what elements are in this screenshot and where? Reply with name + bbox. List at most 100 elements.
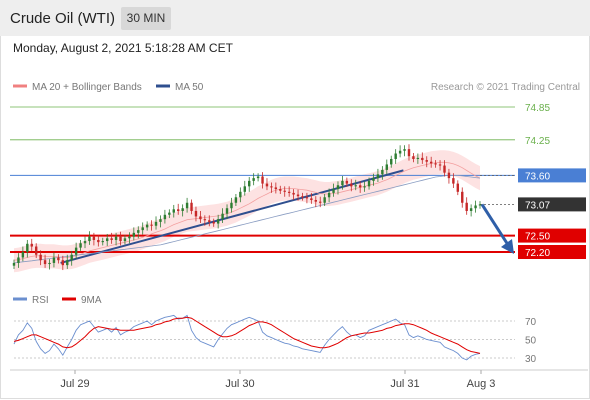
candle-body [132,232,136,237]
candle-body [105,238,109,242]
candle-body [434,163,437,165]
level-label-73.07: 73.07 [525,200,550,211]
candle-body [172,209,175,213]
candle-body [319,201,322,203]
candle-body [372,178,375,181]
level-label-72.50: 72.50 [525,232,550,243]
candle-body [261,176,264,184]
candle-body [381,169,384,175]
candle-body [74,247,78,255]
candle-body [141,227,144,231]
candle-body [274,187,278,190]
ma50-legend-label: MA 50 [175,82,204,93]
level-box-73.60 [518,168,586,183]
series-ma-20 [13,161,481,261]
candle-body [57,257,60,261]
candle-body [474,205,477,209]
candle-body [283,190,286,192]
candle-body [425,160,428,162]
candle-body [17,257,20,263]
candle-body [465,202,468,211]
level-box-72.50 [518,228,586,243]
series-ma-50 [13,175,481,264]
candle-body [265,183,269,187]
rsi-series-9ma [13,316,481,354]
level-box-72.20 [518,245,586,259]
candle-body [52,257,56,263]
candle-body [256,176,260,179]
candle-body [145,224,149,228]
candle-body [154,221,158,226]
candle-body [239,191,242,198]
instrument-title: Crude Oil (WTI) [10,10,115,27]
x-tick-label: Aug 3 [467,378,496,390]
candle-body [225,208,229,214]
candle-body [12,262,16,266]
candle-body [447,172,451,179]
ma9-legend-label: 9MA [81,295,102,306]
candle-body [97,239,100,243]
candle-body [270,186,273,188]
candle-body [350,183,353,187]
candle-body [70,254,73,261]
candle-body [478,204,482,206]
candle-body [310,198,313,201]
candle-body [252,178,255,181]
candle-body [181,208,184,211]
candle-body [398,150,402,154]
ma20-legend-label: MA 20 + Bollinger Bands [32,82,142,93]
candle-body [438,164,442,166]
candle-body [332,189,335,193]
candle-body [394,153,397,159]
candle-body [421,157,424,161]
candle-body [177,209,180,211]
candle-body [376,174,380,179]
candle-body [26,243,29,252]
candle-body [83,241,87,244]
timestamp: Monday, August 2, 2021 5:18:28 AM CET [13,41,233,55]
candle-body [354,185,357,187]
candle-body [150,224,153,226]
candle-body [79,243,82,248]
candle-body [407,149,411,157]
candle-body [429,161,433,164]
candle-body [194,210,198,217]
candle-body [221,213,224,220]
candle-body [92,236,96,240]
candle-body [30,243,33,247]
x-tick-label: Jul 29 [60,378,89,390]
timeframe-button[interactable]: 30 MIN [121,7,171,30]
level-box-73.07 [518,197,586,212]
candle-body [203,219,207,221]
projection-arrow-shaft [480,203,512,249]
candle-body [456,183,460,192]
projection-arrow-head [501,239,514,254]
candle-body [390,158,393,165]
ma20-legend-swatch [13,84,27,88]
rsi-tick-label: 70 [525,317,537,328]
candle-body [101,241,104,243]
candle-body [128,236,131,239]
candle-body [363,186,366,188]
candle-body [385,164,389,170]
ma9-legend-swatch [62,297,76,301]
level-label-74.25: 74.25 [525,136,550,147]
ma50-legend-swatch [156,84,170,88]
candle-body [279,189,282,191]
candle-body [137,230,140,233]
candle-body [212,221,215,224]
candle-body [48,262,51,265]
candle-body [341,180,344,186]
candle-body [234,197,238,203]
candle-body [243,186,246,192]
candle-body [119,236,122,242]
candle-body [292,192,295,195]
candle-body [159,219,162,222]
time-axis: Jul 29 Jul 30 Jul 31 Aug 3 [10,369,588,390]
bollinger-band [14,150,480,273]
rsi-tick-label: 30 [525,354,537,365]
candle-body [305,197,309,199]
level-label-74.85: 74.85 [525,103,550,114]
rsi-legend-label: RSI [32,295,49,306]
